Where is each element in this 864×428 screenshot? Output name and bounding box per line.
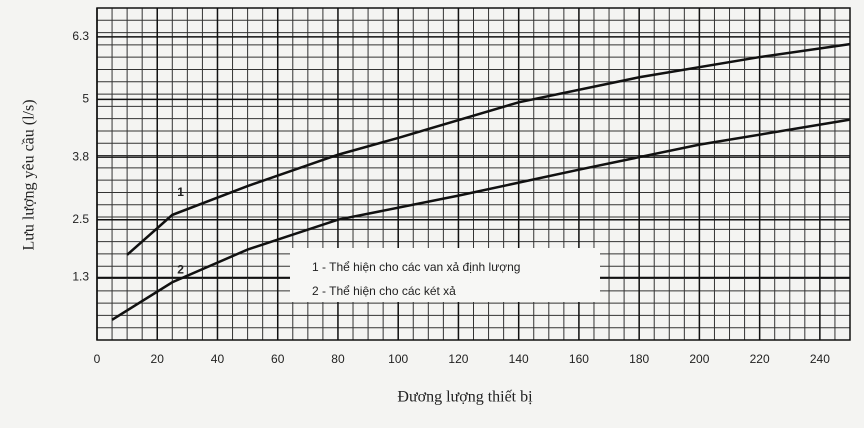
y-tick-label: 1.3	[72, 270, 89, 284]
y-tick-label: 6.3	[72, 29, 89, 43]
y-tick-label: 3.8	[72, 149, 89, 163]
y-tick-label: 2.5	[72, 212, 89, 226]
y-tick-label: 5	[82, 92, 89, 106]
x-tick-label: 80	[331, 352, 345, 366]
x-tick-label: 140	[509, 352, 529, 366]
x-tick-label: 240	[810, 352, 830, 366]
line-series	[111, 118, 851, 321]
x-tick-label: 160	[569, 352, 589, 366]
curve-label: 1	[177, 185, 184, 199]
x-tick-label: 220	[750, 352, 770, 366]
y-axis-label: Lưu lượng yêu cầu (l/s)	[21, 99, 38, 250]
x-tick-label: 40	[211, 352, 225, 366]
x-tick-label: 180	[629, 352, 649, 366]
legend-entry: 1 - Thể hiện cho các van xả định lượng	[312, 260, 520, 274]
legend-box	[290, 248, 600, 302]
x-tick-label: 0	[94, 352, 101, 366]
x-axis-label: Đương lượng thiết bị	[397, 389, 533, 406]
plot-frame	[96, 7, 851, 341]
x-tick-label: 100	[388, 352, 408, 366]
x-tick-label: 20	[151, 352, 165, 366]
x-tick-label: 120	[448, 352, 468, 366]
x-tick-label: 200	[689, 352, 709, 366]
x-tick-label: 60	[271, 352, 285, 366]
legend-entry: 2 - Thể hiện cho các két xả	[312, 284, 456, 298]
line-series	[126, 42, 851, 256]
curve-label: 2	[177, 262, 184, 276]
